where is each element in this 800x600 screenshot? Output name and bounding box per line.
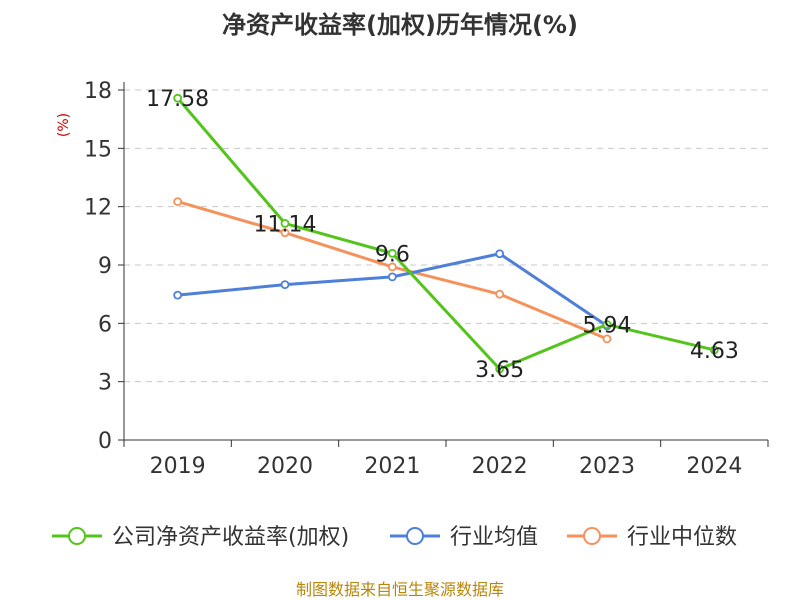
data-point-1-0 <box>173 290 183 300</box>
data-point-1-1 <box>280 280 290 290</box>
data-point-0-5 <box>709 345 719 355</box>
y-tick-label: 9 <box>98 254 112 279</box>
data-point-1-3 <box>495 249 505 259</box>
x-tick-label: 2022 <box>472 454 528 479</box>
data-point-0-1 <box>280 218 290 228</box>
y-tick-label: 3 <box>98 371 112 396</box>
source-note: 制图数据来自恒生聚源数据库 <box>296 580 504 599</box>
y-tick-label: 15 <box>84 137 112 162</box>
chart-title: 净资产收益率(加权)历年情况(%) <box>222 11 578 39</box>
series-group <box>173 93 719 374</box>
data-point-2-4 <box>602 334 612 344</box>
data-labels: 17.58 11.14 9.6 3.65 5.94 4.63 <box>146 87 739 383</box>
y-tick-label: 6 <box>98 312 112 337</box>
data-point-2-1 <box>280 228 290 238</box>
legend-marker-2 <box>583 527 601 545</box>
legend-marker-0 <box>68 527 86 545</box>
x-tick-label: 2021 <box>364 454 420 479</box>
data-point-0-0 <box>173 93 183 103</box>
data-label: 9.6 <box>375 242 410 267</box>
x-tick-label: 2019 <box>150 454 206 479</box>
x-tick-label: 2020 <box>257 454 313 479</box>
data-label: 17.58 <box>146 87 209 112</box>
data-point-1-2 <box>387 272 397 282</box>
legend-label-2: 行业中位数 <box>627 525 737 550</box>
data-label: 5.94 <box>583 314 632 339</box>
legend-marker-1 <box>406 527 424 545</box>
y-tick-label: 12 <box>84 196 112 221</box>
data-point-2-2 <box>387 262 397 272</box>
y-tick-label: 0 <box>98 429 112 454</box>
gridlines <box>124 89 768 383</box>
legend-label-1: 行业均值 <box>450 525 538 550</box>
legend: 公司净资产收益率(加权) 行业均值 行业中位数 <box>52 525 737 550</box>
y-tick-label: 18 <box>84 79 112 104</box>
data-point-2-0 <box>173 197 183 207</box>
axes: 0 3 6 9 12 15 18 2019 2020 2021 2022 2023 2024 <box>84 79 769 479</box>
data-point-0-2 <box>387 248 397 258</box>
series-line-0 <box>176 97 715 371</box>
data-label: 4.63 <box>690 339 739 364</box>
data-point-0-4 <box>602 320 612 329</box>
data-point-0-3 <box>495 364 505 374</box>
x-tick-label: 2023 <box>579 454 635 479</box>
data-point-2-3 <box>495 289 505 299</box>
x-tick-label: 2024 <box>686 454 742 479</box>
data-label: 11.14 <box>254 212 317 237</box>
y-axis-unit: (%) <box>56 113 72 137</box>
data-label: 3.65 <box>475 358 524 383</box>
legend-label-0: 公司净资产收益率(加权) <box>112 525 349 550</box>
